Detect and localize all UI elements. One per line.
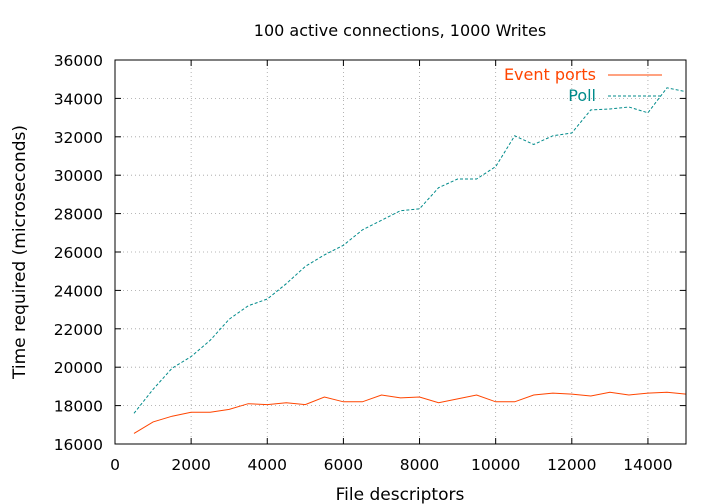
x-tick-label: 12000 — [547, 456, 596, 474]
chart-title: 100 active connections, 1000 Writes — [254, 21, 546, 40]
legend: Event ports Poll — [504, 65, 662, 105]
y-tick-label: 18000 — [54, 398, 103, 416]
x-tick-label: 4000 — [248, 456, 287, 474]
x-tick-label: 0 — [110, 456, 120, 474]
y-tick-label: 30000 — [54, 167, 103, 185]
series-line-poll — [133, 87, 687, 414]
x-tick-label: 14000 — [623, 456, 672, 474]
series-layer — [133, 87, 687, 434]
y-tick-label: 16000 — [54, 436, 103, 454]
y-tick-label: 36000 — [54, 52, 103, 70]
y-tick-label: 22000 — [54, 321, 103, 339]
x-tick-label: 6000 — [324, 456, 363, 474]
legend-label-poll: Poll — [568, 86, 596, 105]
y-tick-label: 32000 — [54, 129, 103, 147]
y-tick-label: 28000 — [54, 206, 103, 224]
plot-frame — [114, 59, 687, 445]
y-tick-label: 26000 — [54, 244, 103, 262]
x-tick-label: 8000 — [400, 456, 439, 474]
grid-lines — [115, 60, 686, 444]
y-tick-label: 24000 — [54, 282, 103, 300]
y-axis-label: Time required (microseconds) — [10, 125, 30, 380]
x-tick-label: 2000 — [171, 456, 210, 474]
legend-label-event-ports: Event ports — [504, 65, 596, 84]
y-tick-label: 20000 — [54, 359, 103, 377]
x-axis-label: File descriptors — [336, 485, 465, 504]
y-tick-label: 34000 — [54, 90, 103, 108]
x-tick-label: 10000 — [471, 456, 520, 474]
series-line-event-ports — [133, 391, 687, 434]
axis-ticks: 0 2000 4000 6000 8000 10000 12000 14000 16000 180… — [54, 52, 686, 474]
